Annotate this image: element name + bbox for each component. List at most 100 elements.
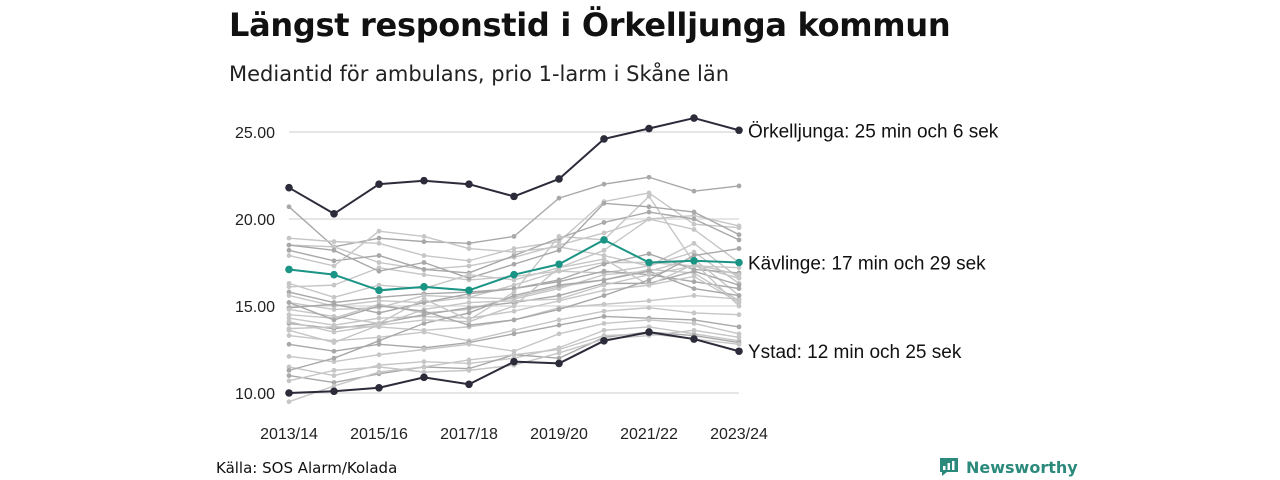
data-point: [736, 296, 742, 302]
background-series-line: [286, 246, 742, 328]
x-tick-label: 2023/24: [710, 426, 768, 443]
data-point: [286, 307, 292, 312]
data-point: [511, 261, 517, 267]
y-tick-label: 10.00: [235, 386, 275, 403]
data-point: [511, 293, 517, 298]
data-point: [376, 303, 382, 309]
data-point: [376, 364, 382, 370]
data-point: [376, 294, 382, 300]
data-point: [376, 334, 382, 340]
data-point: [376, 282, 382, 288]
series-kvlinge: [285, 236, 743, 295]
x-tick-label: 2015/16: [350, 426, 408, 443]
data-point: [691, 293, 697, 298]
source-note: Källa: SOS Alarm/Kolada: [216, 459, 398, 477]
data-point: [331, 348, 337, 354]
data-point: [691, 249, 697, 255]
data-point: [421, 260, 427, 265]
data-point: [646, 277, 652, 283]
data-point: [691, 209, 697, 215]
data-point: [465, 380, 473, 389]
data-point: [600, 236, 608, 244]
x-tick-label: 2019/20: [530, 426, 588, 443]
data-point: [691, 274, 697, 279]
data-point: [286, 327, 292, 333]
data-point: [376, 253, 382, 258]
data-point: [601, 308, 607, 314]
data-point: [376, 260, 382, 265]
data-point: [511, 352, 517, 358]
data-point: [466, 272, 472, 278]
series-line: [288, 333, 740, 403]
background-series-line: [286, 268, 742, 373]
data-point: [376, 268, 382, 274]
series-ystad: [285, 328, 743, 397]
data-point: [510, 270, 518, 279]
data-point: [691, 227, 697, 232]
data-point: [736, 237, 742, 243]
data-point: [736, 282, 742, 288]
data-point: [421, 296, 427, 302]
data-point: [556, 307, 562, 312]
data-point: [421, 312, 427, 318]
data-point: [601, 333, 607, 338]
data-point: [691, 240, 697, 246]
data-point: [556, 317, 562, 323]
data-point: [421, 293, 427, 298]
data-point: [736, 331, 742, 337]
data-point: [375, 383, 383, 392]
data-point: [645, 124, 653, 133]
data-point: [376, 315, 382, 321]
data-point: [556, 234, 562, 239]
data-point: [511, 234, 517, 239]
data-point: [691, 263, 697, 269]
data-point: [736, 275, 742, 281]
data-point: [691, 216, 697, 222]
data-point: [511, 298, 517, 304]
background-series: [286, 174, 742, 405]
data-point: [556, 355, 562, 361]
data-point: [646, 190, 652, 196]
data-point: [646, 251, 652, 257]
series-end-label: Kävlinge: 17 min och 29 sek: [748, 254, 986, 275]
data-point: [601, 256, 607, 262]
data-point: [601, 220, 607, 225]
data-point: [331, 355, 337, 361]
data-point: [601, 301, 607, 307]
data-point: [646, 209, 652, 215]
data-point: [466, 361, 472, 366]
data-point: [736, 293, 742, 298]
data-point: [646, 305, 652, 311]
data-point: [556, 279, 562, 285]
data-point: [331, 359, 337, 365]
data-point: [601, 230, 607, 236]
data-point: [600, 337, 608, 345]
data-point: [556, 331, 562, 337]
data-point: [286, 399, 292, 405]
data-point: [466, 305, 472, 311]
data-point: [646, 216, 652, 222]
background-series-line: [286, 174, 742, 250]
data-point: [376, 352, 382, 358]
data-point: [736, 334, 742, 340]
x-tick-label: 2021/22: [620, 426, 678, 443]
data-point: [286, 280, 292, 286]
data-point: [376, 240, 382, 246]
data-point: [421, 234, 427, 239]
data-point: [421, 321, 427, 326]
data-point: [330, 209, 338, 218]
data-point: [601, 327, 607, 333]
data-point: [421, 300, 427, 305]
data-point: [466, 300, 472, 305]
y-tick-label: 25.00: [235, 125, 275, 142]
data-point: [646, 193, 652, 199]
data-point: [286, 341, 292, 347]
data-point: [555, 359, 563, 368]
data-point: [646, 317, 652, 323]
brand-logo: Newsworthy: [938, 456, 1078, 478]
data-point: [286, 253, 292, 258]
data-point: [376, 322, 382, 328]
data-point: [646, 298, 652, 304]
data-point: [286, 247, 292, 253]
data-point: [286, 242, 292, 248]
